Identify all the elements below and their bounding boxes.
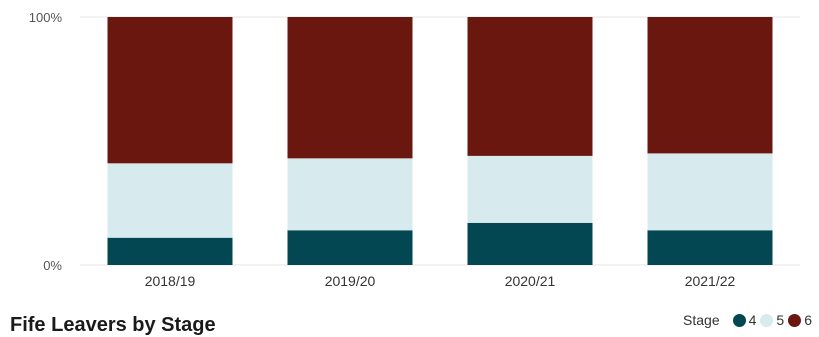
legend-item-stage-4[interactable]: 4 (732, 312, 757, 328)
bar-2020-21-stage-5[interactable] (467, 155, 593, 223)
bar-2021-22-stage-4[interactable] (647, 230, 773, 265)
legend-label-stage-4: 4 (748, 312, 757, 328)
chart-title: Fife Leavers by Stage (10, 314, 216, 336)
legend-swatch-stage-6 (788, 313, 802, 327)
bar-2021-22-stage-5[interactable] (647, 153, 773, 231)
legend-label-stage-5: 5 (776, 312, 785, 328)
legend-label-stage-6: 6 (804, 312, 812, 328)
legend-item-stage-5[interactable]: 5 (760, 312, 784, 328)
y-tick-label-0: 0% (43, 258, 62, 273)
bar-2019-20-stage-6[interactable] (287, 17, 413, 159)
x-tick-label-2019-20: 2019/20 (325, 273, 376, 289)
legend-item-stage-6[interactable]: 6 (788, 312, 812, 328)
bar-2021-22-stage-6[interactable] (647, 17, 773, 154)
bar-2019-20-stage-5[interactable] (287, 158, 413, 231)
bar-2018-19-stage-5[interactable] (107, 163, 233, 238)
legend-title: Stage (683, 312, 720, 328)
legend-swatch-stage-5 (760, 313, 774, 327)
x-tick-label-2018-19: 2018/19 (145, 273, 196, 289)
x-tick-label-2021-22: 2021/22 (685, 273, 736, 289)
bar-2018-19-stage-6[interactable] (107, 17, 233, 164)
bar-2018-19-stage-4[interactable] (107, 237, 233, 265)
legend-swatch-stage-4 (732, 313, 746, 327)
bar-2019-20-stage-4[interactable] (287, 230, 413, 265)
bar-2020-21-stage-6[interactable] (467, 17, 593, 156)
y-tick-label-100: 100% (29, 10, 63, 25)
legend: Stage 4 5 6 (683, 312, 812, 328)
x-tick-label-2020-21: 2020/21 (505, 273, 556, 289)
bar-2020-21-stage-4[interactable] (467, 222, 593, 265)
